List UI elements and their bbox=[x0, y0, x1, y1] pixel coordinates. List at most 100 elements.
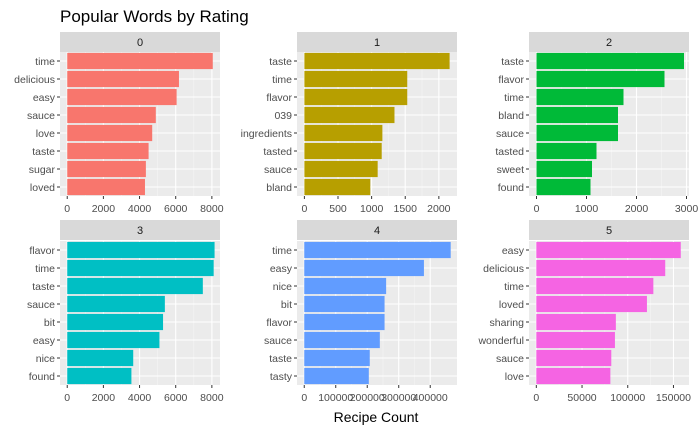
bar-flavor bbox=[67, 241, 215, 259]
y-tick-label: taste bbox=[32, 281, 55, 293]
bar-found bbox=[67, 367, 132, 385]
y-tick-label: nice bbox=[36, 353, 55, 365]
facet-strip bbox=[60, 220, 220, 240]
x-tick-label: 0 bbox=[534, 203, 540, 215]
y-tick-label: time bbox=[272, 74, 292, 86]
x-tick-label: 1000 bbox=[360, 203, 384, 215]
y-tick-label: taste bbox=[32, 146, 55, 158]
x-tick-label: 1500 bbox=[394, 203, 418, 215]
y-tick-label: sauce bbox=[264, 335, 292, 347]
bar-039 bbox=[304, 106, 395, 124]
y-tick-label: loved bbox=[499, 299, 524, 311]
bar-taste bbox=[304, 349, 370, 367]
y-tick-label: sauce bbox=[496, 128, 524, 140]
bar-tasted bbox=[304, 142, 382, 160]
bar-tasted bbox=[536, 142, 597, 160]
facet-panel-5: 5 easy delicious time loved sharing wonderful s… bbox=[477, 220, 691, 404]
x-tick-label: 8000 bbox=[200, 392, 224, 404]
y-tick-label: sauce bbox=[496, 353, 524, 365]
bar-sauce bbox=[67, 295, 165, 313]
y-tick-label: flavor bbox=[498, 74, 524, 86]
x-tick-label: 6000 bbox=[164, 392, 188, 404]
bar-easy bbox=[67, 331, 160, 349]
x-tick-label: 2000 bbox=[92, 392, 116, 404]
bar-taste bbox=[67, 277, 203, 295]
y-tick-label: easy bbox=[502, 245, 525, 257]
y-tick-label: easy bbox=[33, 335, 56, 347]
x-tick-label: 500 bbox=[329, 203, 347, 215]
facet-strip bbox=[297, 220, 457, 240]
y-tick-label: time bbox=[504, 92, 524, 104]
bar-easy bbox=[304, 259, 424, 277]
chart-title: Popular Words by Rating bbox=[60, 7, 249, 26]
x-tick-label: 4000 bbox=[128, 203, 152, 215]
x-tick-label: 200000 bbox=[350, 392, 385, 404]
bar-loved bbox=[67, 178, 145, 196]
bar-wonderful bbox=[536, 331, 615, 349]
bar-bit bbox=[67, 313, 164, 331]
bar-sauce bbox=[67, 106, 156, 124]
y-tick-label: time bbox=[504, 281, 524, 293]
facet-strip-label: 3 bbox=[137, 225, 143, 237]
y-tick-label: ingredients bbox=[241, 128, 292, 140]
bar-delicious bbox=[536, 259, 666, 277]
y-tick-label: 039 bbox=[274, 110, 292, 122]
bar-time bbox=[304, 241, 451, 259]
facet-strip bbox=[60, 32, 220, 52]
facet-panel-0: 0 time delicious easy sauce love taste sugar lov… bbox=[14, 32, 224, 215]
y-tick-label: sauce bbox=[264, 164, 292, 176]
y-tick-label: tasted bbox=[495, 146, 524, 158]
y-tick-label: found bbox=[29, 371, 55, 383]
bar-sauce bbox=[304, 160, 378, 178]
facet-panel-3: 3 flavor time taste sauce bit easy nice found 0 20… bbox=[27, 220, 224, 404]
bar-delicious bbox=[67, 70, 179, 88]
y-tick-label: delicious bbox=[483, 263, 524, 275]
bar-sweet bbox=[536, 160, 592, 178]
facet-strip bbox=[529, 220, 689, 240]
bar-bland bbox=[536, 106, 618, 124]
x-tick-label: 100000 bbox=[610, 392, 645, 404]
bar-time bbox=[67, 52, 213, 70]
bar-time bbox=[67, 259, 214, 277]
bar-easy bbox=[536, 241, 681, 259]
facet-panel-4: 4 time easy nice bit flavor sauce taste tasty 0 10… bbox=[264, 220, 457, 404]
bar-love bbox=[536, 367, 611, 385]
bar-taste bbox=[536, 52, 684, 70]
x-tick-label: 100000 bbox=[318, 392, 353, 404]
y-tick-label: delicious bbox=[14, 74, 55, 86]
bar-time bbox=[536, 277, 654, 295]
x-tick-label: 50000 bbox=[567, 392, 596, 404]
bar-time bbox=[304, 70, 408, 88]
x-tick-label: 0 bbox=[64, 392, 70, 404]
bar-sugar bbox=[67, 160, 146, 178]
y-tick-label: time bbox=[35, 56, 55, 68]
y-tick-label: flavor bbox=[266, 317, 292, 329]
facet-strip-label: 4 bbox=[374, 225, 380, 237]
bar-bland bbox=[304, 178, 371, 196]
x-tick-label: 6000 bbox=[164, 203, 188, 215]
bar-taste bbox=[304, 52, 450, 70]
bar-taste bbox=[67, 142, 149, 160]
x-tick-label: 2000 bbox=[625, 203, 649, 215]
bar-nice bbox=[67, 349, 134, 367]
bar-tasty bbox=[304, 367, 369, 385]
x-tick-label: 300000 bbox=[381, 392, 416, 404]
y-tick-label: love bbox=[36, 128, 55, 140]
y-tick-label: flavor bbox=[29, 245, 55, 257]
y-tick-label: bland bbox=[266, 182, 292, 194]
bar-nice bbox=[304, 277, 387, 295]
bar-found bbox=[536, 178, 591, 196]
y-tick-label: taste bbox=[501, 56, 524, 68]
y-tick-label: time bbox=[35, 263, 55, 275]
bar-easy bbox=[67, 88, 177, 106]
facet-grid: 0 time delicious easy sauce love taste sugar lov… bbox=[14, 32, 698, 404]
x-tick-label: 1000 bbox=[575, 203, 599, 215]
facet-panel-1: 1 taste time flavor 039 ingredients tasted sauc… bbox=[241, 32, 457, 215]
bar-love bbox=[67, 124, 153, 142]
x-tick-label: 0 bbox=[301, 392, 307, 404]
bar-bit bbox=[304, 295, 385, 313]
bar-ingredients bbox=[304, 124, 383, 142]
x-tick-label: 3000 bbox=[675, 203, 699, 215]
y-tick-label: sauce bbox=[27, 110, 55, 122]
